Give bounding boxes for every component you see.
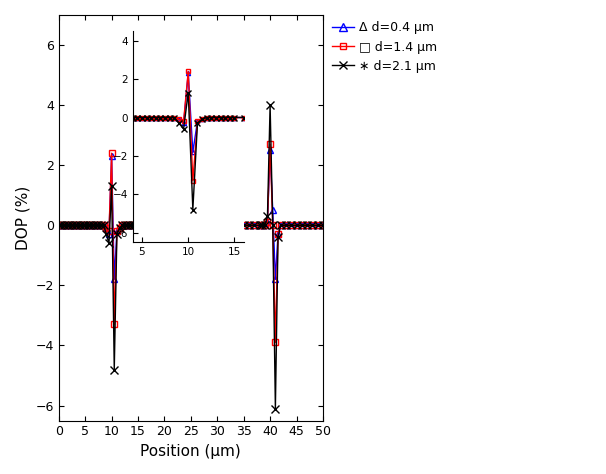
Y-axis label: DOP (%): DOP (%) [15, 186, 30, 250]
X-axis label: Position (μm): Position (μm) [141, 444, 241, 459]
Legend: Δ d=0.4 μm, □ d=1.4 μm, ∗ d=2.1 μm: Δ d=0.4 μm, □ d=1.4 μm, ∗ d=2.1 μm [332, 21, 438, 73]
